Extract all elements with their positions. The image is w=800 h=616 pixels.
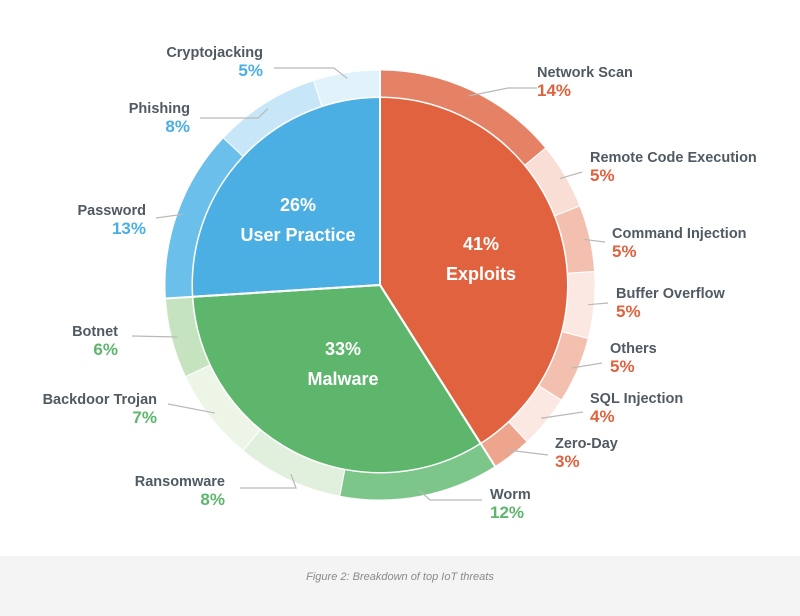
value-password: 13% — [112, 219, 146, 238]
figure-card: Network Scan 14% Remote Code Execution 5% Co… — [0, 0, 800, 556]
value-buffer-overflow: 5% — [616, 302, 641, 321]
leader-ransomware — [240, 473, 297, 489]
label-sql-injection: SQL Injection — [590, 391, 683, 407]
group-label-malware: Malware — [307, 369, 378, 389]
separator-malware — [379, 284, 497, 468]
value-botnet: 6% — [93, 340, 118, 359]
leader-network-scan — [468, 87, 537, 97]
value-phishing: 8% — [165, 117, 190, 136]
label-network-scan: Network Scan — [537, 65, 633, 81]
value-zero-day: 3% — [555, 452, 580, 471]
figure-caption: Figure 2: Breakdown of top IoT threats — [306, 571, 494, 583]
label-others: Others — [610, 341, 657, 357]
value-command-injection: 5% — [612, 242, 637, 261]
value-sql-injection: 4% — [590, 407, 615, 426]
value-remote-code-execution: 5% — [590, 166, 615, 185]
value-worm: 12% — [490, 503, 524, 522]
group-percent-user-practice: 26% — [280, 195, 316, 215]
label-backdoor-trojan: Backdoor Trojan — [43, 392, 157, 408]
leader-worm — [418, 489, 482, 501]
group-label-user-practice: User Practice — [240, 225, 355, 245]
leader-phishing — [200, 108, 269, 119]
value-others: 5% — [610, 357, 635, 376]
leader-sql-injection — [540, 411, 584, 419]
value-ransomware: 8% — [200, 490, 225, 509]
leader-command-injection — [583, 238, 606, 243]
group-label-exploits: Exploits — [446, 264, 516, 284]
label-command-injection: Command Injection — [612, 226, 747, 242]
label-buffer-overflow: Buffer Overflow — [616, 286, 725, 302]
value-network-scan: 14% — [537, 81, 571, 100]
label-cryptojacking: Cryptojacking — [166, 45, 263, 61]
value-cryptojacking: 5% — [238, 61, 263, 80]
label-botnet: Botnet — [72, 324, 118, 340]
separator-user-practice — [165, 284, 381, 300]
group-percent-malware: 33% — [325, 339, 361, 359]
leader-buffer-overflow — [588, 302, 609, 306]
leader-remote-code-execution — [559, 171, 583, 180]
label-worm: Worm — [490, 487, 531, 503]
label-phishing: Phishing — [129, 101, 190, 117]
leader-zero-day — [508, 449, 549, 456]
leader-botnet — [131, 335, 178, 338]
label-ransomware: Ransomware — [135, 474, 225, 490]
label-zero-day: Zero-Day — [555, 436, 618, 452]
group-percent-exploits: 41% — [463, 234, 499, 254]
leader-backdoor-trojan — [167, 403, 215, 414]
leader-others — [571, 362, 603, 369]
value-backdoor-trojan: 7% — [132, 408, 157, 427]
label-remote-code-execution: Remote Code Execution — [590, 150, 757, 166]
label-password: Password — [78, 203, 147, 219]
leader-cryptojacking — [274, 67, 348, 80]
leader-password — [155, 213, 184, 219]
